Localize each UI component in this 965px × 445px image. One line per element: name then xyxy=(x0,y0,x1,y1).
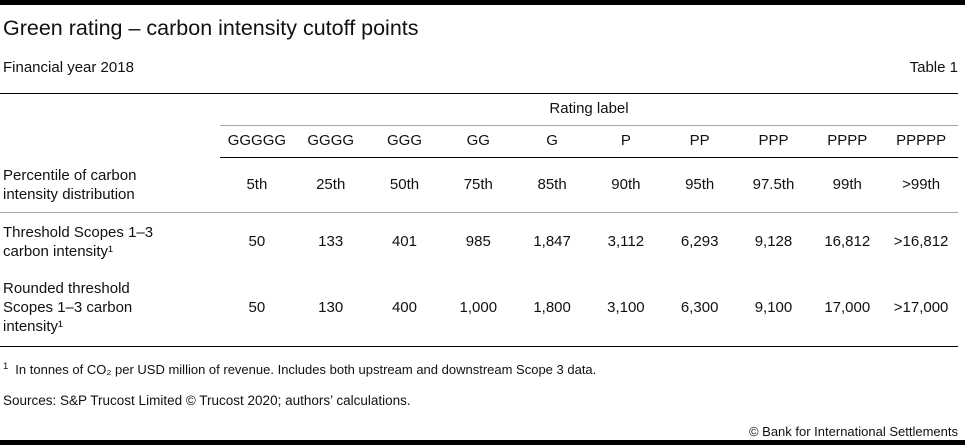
cell-value: >99th xyxy=(884,157,958,213)
cell-value: 16,812 xyxy=(824,233,871,250)
cell-value: 985 xyxy=(465,233,491,250)
cell-value: 50 xyxy=(220,269,294,347)
cell-value: 6,293 xyxy=(680,233,719,250)
cell-value: 400 xyxy=(367,269,442,347)
column-header-row: GGGGG GGGG GGG GG G P PP PPP PPPP PPPPP xyxy=(0,125,958,158)
column-header: PPPP xyxy=(810,125,885,158)
copyright-line: © Bank for International Settlements xyxy=(748,423,958,439)
cell-value: 1,847 xyxy=(533,233,571,250)
cell-value: 75th xyxy=(441,157,516,213)
table-row-threshold: Threshold Scopes 1–3 carbon intensity¹ 5… xyxy=(0,212,958,270)
top-rule-bar xyxy=(0,0,965,5)
footnote-marker: 1 xyxy=(3,360,9,372)
cell-value: 50 xyxy=(248,233,266,250)
rating-label-group-header: Rating label xyxy=(220,94,958,126)
subtitle-financial-year: Financial year 2018 xyxy=(3,59,134,76)
cell-value: 1,000 xyxy=(441,269,516,347)
subtitle-row: Financial year 2018 Table 1 xyxy=(3,58,958,78)
cell-value: 95th xyxy=(662,157,737,213)
row-label: Rounded threshold Scopes 1–3 carbon inte… xyxy=(0,269,220,347)
cell-value: 17,000 xyxy=(810,269,885,347)
cell-value: 99th xyxy=(810,157,885,213)
page-title: Green rating – carbon intensity cutoff p… xyxy=(3,16,419,40)
cell-value: 130 xyxy=(293,269,368,347)
cell-value: 3,112 xyxy=(607,233,645,250)
cell-value: 85th xyxy=(515,157,589,213)
column-header: GGGGG xyxy=(220,125,294,158)
footnote: 1 In tonnes of CO₂ per USD million of rev… xyxy=(3,358,958,379)
cell-value: 401 xyxy=(391,233,417,250)
cell-value: 97.5th xyxy=(736,157,811,213)
row-label: Percentile of carbon intensity distribut… xyxy=(0,157,220,213)
cell-value: 133 xyxy=(318,233,344,250)
column-header: GG xyxy=(441,125,516,158)
cell-value: 90th xyxy=(588,157,663,213)
table-row-percentile: Percentile of carbon intensity distribut… xyxy=(0,157,958,213)
group-header-row: Rating label xyxy=(0,94,958,126)
sources-line: Sources: S&P Trucost Limited © Trucost 2… xyxy=(3,392,411,408)
column-header: G xyxy=(515,125,589,158)
cell-value: 9,128 xyxy=(754,233,793,250)
cell-value: >17,000 xyxy=(884,269,958,347)
column-header: GGGG xyxy=(293,125,368,158)
cell-value: 50th xyxy=(367,157,442,213)
carbon-intensity-table: Rating label GGGGG GGGG GGG GG G P PP PP… xyxy=(0,94,958,347)
corner-cell xyxy=(0,126,220,158)
row-label: Threshold Scopes 1–3 carbon intensity¹ xyxy=(3,223,154,260)
column-header: PP xyxy=(662,125,737,158)
header-divider-rule xyxy=(0,93,958,94)
cell-value: >16,812 xyxy=(893,233,949,250)
cell-value: 25th xyxy=(293,157,368,213)
footnote-text: In tonnes of CO₂ per USD million of reve… xyxy=(15,361,597,377)
column-header: GGG xyxy=(367,125,442,158)
column-header: PPP xyxy=(736,125,811,158)
column-header: P xyxy=(588,125,663,158)
cell-value: 1,800 xyxy=(515,269,589,347)
bottom-rule-bar xyxy=(0,439,965,445)
table-number-label: Table 1 xyxy=(909,59,958,76)
table-row-rounded-threshold: Rounded threshold Scopes 1–3 carbon inte… xyxy=(0,269,958,347)
cell-value: 9,100 xyxy=(736,269,811,347)
corner-cell xyxy=(0,94,220,126)
cell-value: 5th xyxy=(220,157,294,213)
column-header: PPPPP xyxy=(884,125,958,158)
cell-value: 6,300 xyxy=(662,269,737,347)
cell-value: 3,100 xyxy=(588,269,663,347)
